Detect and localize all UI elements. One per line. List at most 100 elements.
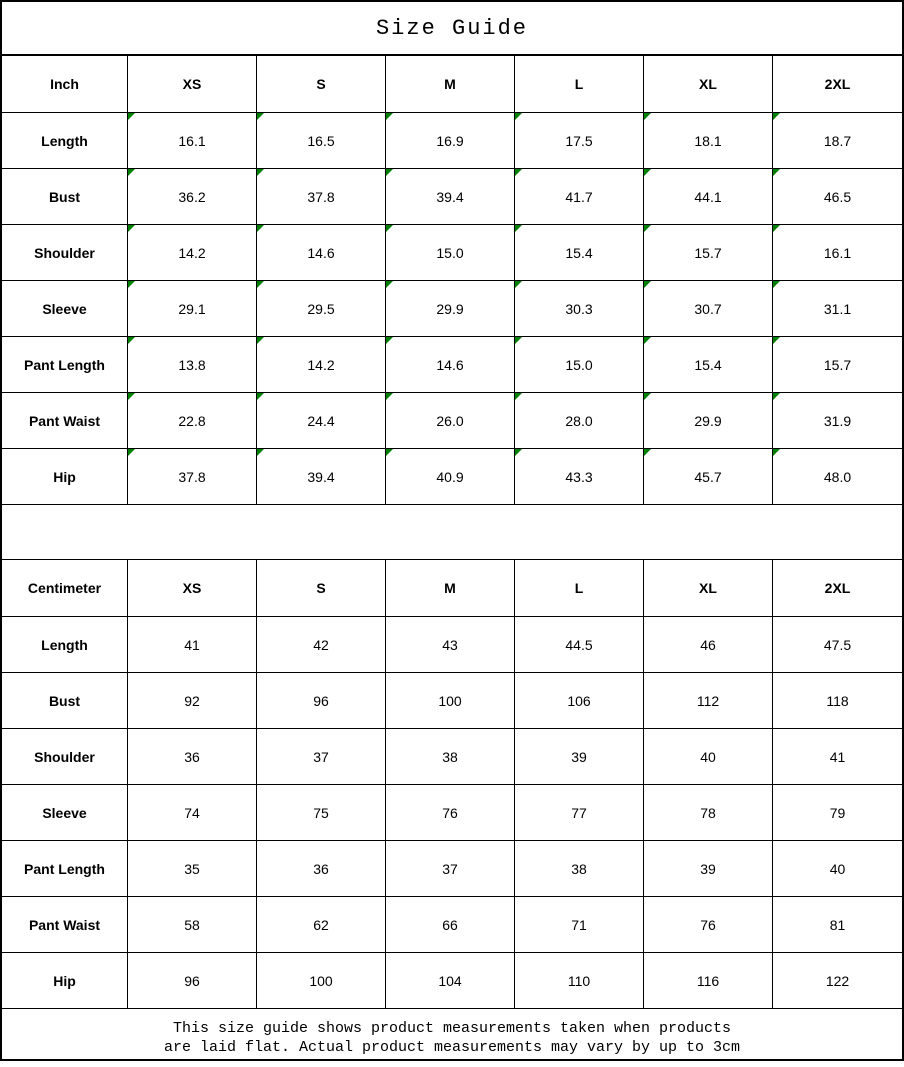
inch-measure-value-cell: 40.9 <box>386 449 515 505</box>
green-corner-triangle-icon <box>773 113 780 120</box>
cm-measure-label-cell: Sleeve <box>2 785 128 841</box>
cm-unit-header-cell: Centimeter <box>2 560 128 617</box>
cm-measure-value-cell: 96 <box>257 673 386 729</box>
inch-measure-value-cell: 16.5 <box>257 113 386 169</box>
cm-measure-value-cell: 37 <box>257 729 386 785</box>
inch-measure-value-cell: 36.2 <box>128 169 257 225</box>
cm-measure-value-cell: 40 <box>644 729 773 785</box>
cm-measure-value-cell: 46 <box>644 617 773 673</box>
cm-measure-value-cell: 104 <box>386 953 515 1009</box>
green-corner-triangle-icon <box>644 113 651 120</box>
cm-measure-value-cell: 118 <box>773 673 902 729</box>
cm-size-header-xs: XS <box>128 560 257 617</box>
cm-measure-value-cell: 122 <box>773 953 902 1009</box>
green-corner-triangle-icon <box>773 281 780 288</box>
green-corner-triangle-icon <box>515 281 522 288</box>
cm-measure-value-cell: 44.5 <box>515 617 644 673</box>
inch-measure-value-cell: 15.7 <box>773 337 902 393</box>
inch-measure-value-cell: 15.0 <box>386 225 515 281</box>
inch-measure-value-cell: 13.8 <box>128 337 257 393</box>
cm-size-header-s: S <box>257 560 386 617</box>
cm-measure-value-cell: 106 <box>515 673 644 729</box>
green-corner-triangle-icon <box>257 225 264 232</box>
footer-note-line-2: are laid flat. Actual product measuremen… <box>163 1039 741 1056</box>
inch-measure-value-cell: 48.0 <box>773 449 902 505</box>
inch-size-header-l: L <box>515 56 644 113</box>
inch-measure-value-cell: 30.3 <box>515 281 644 337</box>
inch-measure-value-cell: 16.1 <box>773 225 902 281</box>
green-corner-triangle-icon <box>257 337 264 344</box>
inch-measure-value-cell: 39.4 <box>257 449 386 505</box>
cm-measure-value-cell: 42 <box>257 617 386 673</box>
green-corner-triangle-icon <box>644 393 651 400</box>
centimeter-size-table: Centimeter XS S M L XL 2XL Length 41 42 43 44.5 46 47… <box>2 560 902 1009</box>
inch-measure-value-cell: 18.7 <box>773 113 902 169</box>
inch-size-header-2xl: 2XL <box>773 56 902 113</box>
inch-measure-value-cell: 43.3 <box>515 449 644 505</box>
green-corner-triangle-icon <box>515 113 522 120</box>
inch-measure-value-cell: 29.9 <box>644 393 773 449</box>
cm-size-header-m: M <box>386 560 515 617</box>
inch-measure-value-cell: 14.2 <box>128 225 257 281</box>
green-corner-triangle-icon <box>128 169 135 176</box>
cm-measure-value-cell: 78 <box>644 785 773 841</box>
cm-measure-value-cell: 76 <box>386 785 515 841</box>
cm-measure-value-cell: 75 <box>257 785 386 841</box>
cm-measure-value-cell: 39 <box>515 729 644 785</box>
inch-size-header-xl: XL <box>644 56 773 113</box>
cm-measure-value-cell: 62 <box>257 897 386 953</box>
footer-note-line-1: This size guide shows product measuremen… <box>172 1020 732 1037</box>
green-corner-triangle-icon <box>386 337 393 344</box>
inch-measure-value-cell: 44.1 <box>644 169 773 225</box>
cm-measure-value-cell: 66 <box>386 897 515 953</box>
inch-measure-value-cell: 26.0 <box>386 393 515 449</box>
cm-measure-value-cell: 110 <box>515 953 644 1009</box>
page-title: Size Guide <box>2 2 902 56</box>
inch-size-header-s: S <box>257 56 386 113</box>
green-corner-triangle-icon <box>515 225 522 232</box>
cm-measure-value-cell: 37 <box>386 841 515 897</box>
inch-size-header-xs: XS <box>128 56 257 113</box>
cm-measure-value-cell: 100 <box>386 673 515 729</box>
inch-measure-value-cell: 22.8 <box>128 393 257 449</box>
cm-measure-value-cell: 39 <box>644 841 773 897</box>
inch-measure-value-cell: 15.4 <box>515 225 644 281</box>
green-corner-triangle-icon <box>257 393 264 400</box>
cm-measure-value-cell: 116 <box>644 953 773 1009</box>
inch-measure-value-cell: 24.4 <box>257 393 386 449</box>
inch-size-table: Inch XS S M L XL 2XL Length 16.1 16.5 16.9 17.5 18.1… <box>2 56 902 505</box>
cm-measure-value-cell: 81 <box>773 897 902 953</box>
footer-note: This size guide shows product measuremen… <box>2 1009 902 1059</box>
green-corner-triangle-icon <box>128 225 135 232</box>
green-corner-triangle-icon <box>257 281 264 288</box>
inch-measure-label-cell: Pant Length <box>2 337 128 393</box>
inch-measure-value-cell: 16.1 <box>128 113 257 169</box>
inch-measure-value-cell: 29.9 <box>386 281 515 337</box>
inch-measure-label-cell: Hip <box>2 449 128 505</box>
inch-measure-value-cell: 31.9 <box>773 393 902 449</box>
inch-measure-value-cell: 15.4 <box>644 337 773 393</box>
inch-measure-value-cell: 29.5 <box>257 281 386 337</box>
green-corner-triangle-icon <box>386 393 393 400</box>
green-corner-triangle-icon <box>644 169 651 176</box>
cm-measure-label-cell: Pant Waist <box>2 897 128 953</box>
cm-measure-label-cell: Length <box>2 617 128 673</box>
inch-measure-value-cell: 14.6 <box>386 337 515 393</box>
inch-size-header-m: M <box>386 56 515 113</box>
green-corner-triangle-icon <box>644 281 651 288</box>
green-corner-triangle-icon <box>128 281 135 288</box>
inch-measure-value-cell: 15.7 <box>644 225 773 281</box>
cm-measure-value-cell: 74 <box>128 785 257 841</box>
green-corner-triangle-icon <box>128 337 135 344</box>
inch-measure-value-cell: 45.7 <box>644 449 773 505</box>
cm-measure-value-cell: 100 <box>257 953 386 1009</box>
inch-measure-value-cell: 30.7 <box>644 281 773 337</box>
inch-measure-value-cell: 28.0 <box>515 393 644 449</box>
green-corner-triangle-icon <box>773 169 780 176</box>
cm-measure-value-cell: 41 <box>128 617 257 673</box>
green-corner-triangle-icon <box>515 169 522 176</box>
green-corner-triangle-icon <box>386 113 393 120</box>
cm-measure-value-cell: 92 <box>128 673 257 729</box>
green-corner-triangle-icon <box>257 113 264 120</box>
